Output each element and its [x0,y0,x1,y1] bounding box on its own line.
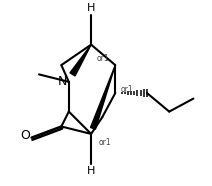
Text: H: H [87,166,95,176]
Text: or1: or1 [99,138,111,147]
Text: or1: or1 [97,54,109,63]
Text: H: H [87,3,95,13]
Polygon shape [91,65,115,129]
Text: O: O [20,129,30,142]
Text: N: N [58,75,67,88]
Text: or1: or1 [121,85,134,94]
Polygon shape [70,45,91,76]
